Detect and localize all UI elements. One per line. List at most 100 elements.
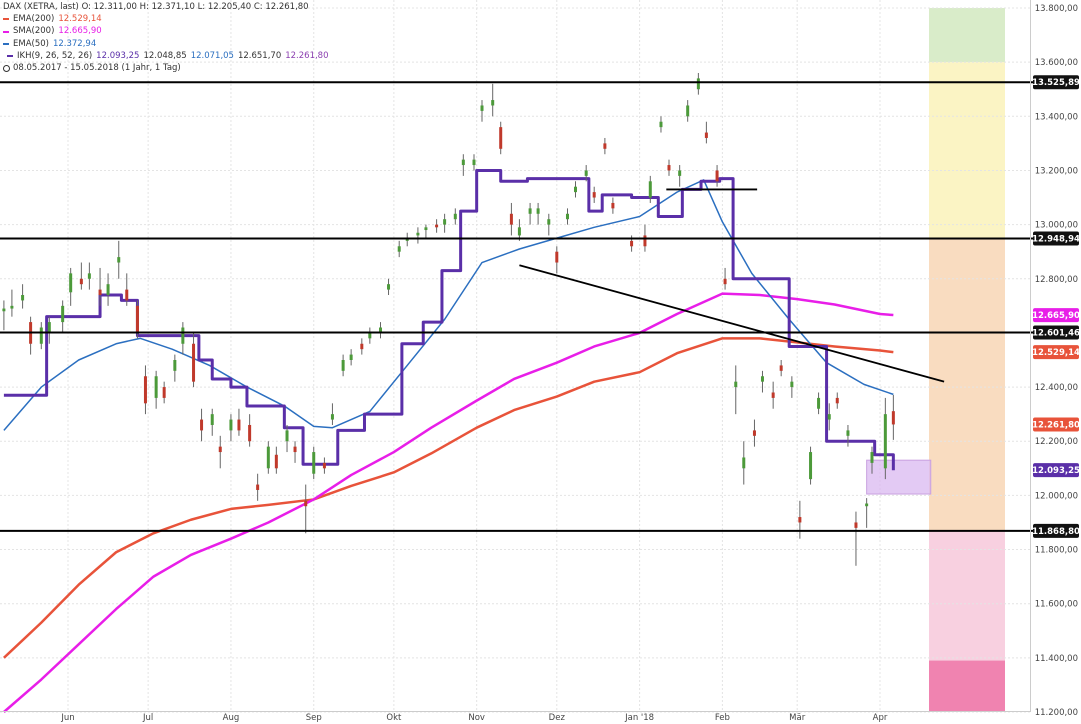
grid-layer xyxy=(0,0,1030,713)
y-tick-label-7: 12.400,00 xyxy=(1035,383,1078,393)
horizontal-levels-layer xyxy=(0,81,1038,532)
y-tick-label-10: 11.800,00 xyxy=(1035,546,1078,556)
candle-body-87 xyxy=(827,414,831,420)
candle-body-4 xyxy=(39,327,43,344)
level-tag-label-3: 11.868,80 xyxy=(1032,527,1080,537)
purple-box-layer xyxy=(866,459,932,495)
zone-1 xyxy=(929,62,1005,239)
candle-27 xyxy=(256,473,260,501)
legend-title: DAX (XETRA, last) xyxy=(3,2,79,12)
y-tick-label-12: 11.400,00 xyxy=(1035,654,1078,664)
candle-body-30 xyxy=(285,430,289,442)
candle-60 xyxy=(565,208,569,225)
level-tag-label-0: 13.525,89 xyxy=(1032,78,1080,88)
candle-body-40 xyxy=(379,327,383,333)
legend-row-ema50: EMA(50) 12.372,94 xyxy=(3,38,329,50)
candle-43 xyxy=(405,232,409,247)
candle-body-69 xyxy=(659,121,663,128)
candle-body-16 xyxy=(154,376,158,398)
candle-body-50 xyxy=(472,159,476,166)
ikh-name: IKH(9, 26, 52, 26) xyxy=(17,50,93,61)
candle-22 xyxy=(210,408,214,436)
candle-body-71 xyxy=(678,170,682,176)
candle-body-5 xyxy=(47,322,51,333)
candle-75 xyxy=(715,165,719,187)
candle-body-83 xyxy=(790,381,794,388)
trendline-0[interactable] xyxy=(519,264,945,383)
series-line-1 xyxy=(3,292,894,713)
level-tag-1 xyxy=(1033,231,1079,246)
zones-layer xyxy=(929,8,1005,712)
candles-layer xyxy=(2,72,895,566)
candle-body-67 xyxy=(643,235,647,247)
candle-body-92 xyxy=(870,452,874,463)
candle-body-63 xyxy=(592,192,596,198)
value-tag-0 xyxy=(1033,308,1079,323)
value-tag-label-0: 12.665,90 xyxy=(1032,311,1080,321)
candle-55 xyxy=(517,219,521,241)
candle-body-93 xyxy=(883,414,887,469)
ema200-name: EMA(200) xyxy=(13,14,55,25)
candle-19 xyxy=(181,322,185,355)
candle-38 xyxy=(360,338,364,355)
candle-body-9 xyxy=(87,273,91,279)
candle-1 xyxy=(10,289,14,317)
candle-26 xyxy=(248,414,252,447)
y-tick-label-2: 13.400,00 xyxy=(1035,112,1078,122)
trendlines-layer xyxy=(519,188,945,383)
candle-body-62 xyxy=(584,170,588,176)
candle-body-49 xyxy=(461,159,465,166)
candle-body-31 xyxy=(293,446,297,453)
candle-12 xyxy=(117,240,121,279)
candle-body-8 xyxy=(79,278,83,285)
level-tag-label-2: 12.601,46 xyxy=(1032,329,1080,339)
x-tick-label-9: Mär xyxy=(789,713,806,723)
candle-83 xyxy=(790,376,794,398)
candle-body-20 xyxy=(192,343,196,382)
value-tag-2 xyxy=(1033,417,1079,432)
legend-row-ema200: EMA(200) 12.529,14 xyxy=(3,13,329,25)
level-tag-3 xyxy=(1033,523,1079,538)
candle-body-53 xyxy=(499,127,503,149)
candle-body-46 xyxy=(435,224,439,228)
candle-body-81 xyxy=(771,392,775,398)
candle-94 xyxy=(891,394,895,440)
candle-24 xyxy=(229,414,233,442)
candle-40 xyxy=(379,322,383,339)
candle-20 xyxy=(192,332,196,388)
candle-body-42 xyxy=(397,246,401,252)
candle-body-58 xyxy=(547,219,551,225)
candle-13 xyxy=(125,273,129,306)
candle-body-34 xyxy=(322,462,326,469)
candle-34 xyxy=(322,457,326,474)
ikh-extra-1: 12.048,85 xyxy=(143,50,187,61)
candle-37 xyxy=(349,349,353,366)
candle-body-38 xyxy=(360,343,364,350)
candle-48 xyxy=(453,208,457,225)
candle-45 xyxy=(424,224,428,239)
legend-row-sma200: SMA(200) 12.665,90 xyxy=(3,25,329,37)
candle-body-37 xyxy=(349,354,353,360)
series-line-0 xyxy=(3,337,894,659)
candle-body-82 xyxy=(779,365,783,371)
candle-body-29 xyxy=(274,454,278,469)
candle-body-47 xyxy=(443,219,447,225)
ikh-extra-3: 12.651,70 xyxy=(237,50,282,61)
candle-body-22 xyxy=(210,414,214,425)
candle-42 xyxy=(397,240,401,258)
x-tick-label-0: Jun xyxy=(60,713,74,723)
candle-36 xyxy=(341,354,345,377)
candle-body-56 xyxy=(528,208,532,214)
candle-body-54 xyxy=(509,213,513,225)
candle-body-91 xyxy=(865,503,869,507)
candle-2 xyxy=(21,284,25,309)
candle-body-68 xyxy=(648,181,652,198)
level-tag-2 xyxy=(1033,325,1079,340)
candle-87 xyxy=(827,403,831,431)
candle-body-0 xyxy=(2,308,6,312)
level-tag-label-1: 12.948,94 xyxy=(1032,234,1080,244)
candle-body-27 xyxy=(256,484,260,490)
candle-body-13 xyxy=(125,289,129,301)
